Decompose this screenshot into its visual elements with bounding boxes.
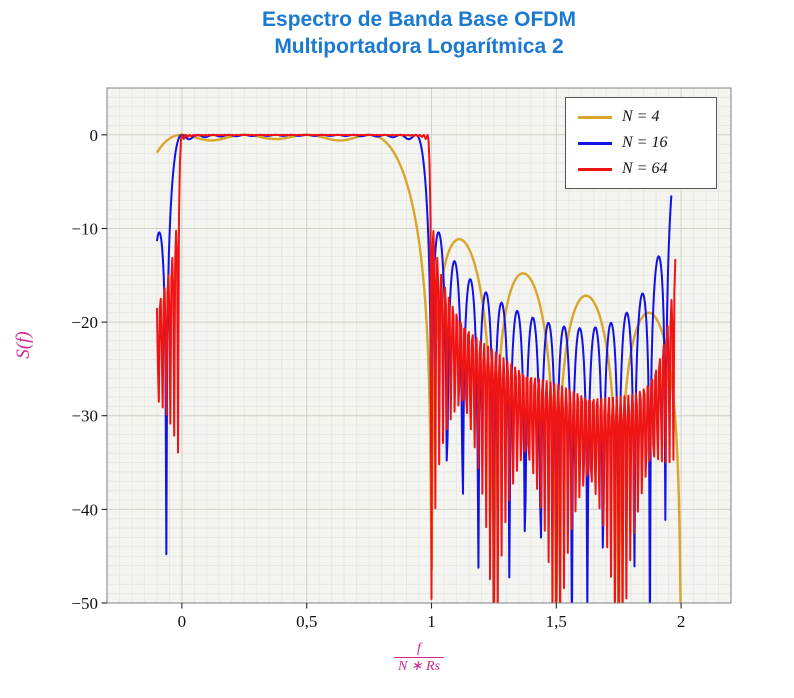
x-tick-label: 0,5	[296, 612, 317, 631]
x-axis-label-denominator: N ∗ Rs	[397, 659, 441, 674]
y-axis-label: S(f)	[13, 331, 34, 359]
y-tick-label: 0	[90, 126, 99, 145]
y-tick-label: −20	[71, 313, 98, 332]
x-tick-label: 1	[427, 612, 436, 631]
chart-title: Espectro de Banda Base OFDM Multiportado…	[44, 6, 794, 60]
x-axis-label-numerator: f	[417, 641, 421, 656]
axis-frame	[106, 87, 732, 604]
legend-label-n4: N = 4	[622, 108, 660, 125]
y-tick-label: −50	[71, 594, 98, 613]
x-axis-label: f N ∗ Rs	[394, 641, 444, 674]
legend-label-n64: N = 64	[622, 160, 668, 177]
legend-item-n16: N = 16	[566, 130, 716, 156]
series-curve-n64	[155, 133, 677, 603]
x-tick-label: 0	[178, 612, 187, 631]
y-tick-label: −30	[71, 407, 98, 426]
legend-item-n64: N = 64	[566, 156, 716, 182]
chart-title-line-1: Espectro de Banda Base OFDM	[262, 8, 576, 31]
legend-line-sample-n64	[578, 167, 612, 171]
legend-label-n16: N = 16	[622, 134, 668, 151]
y-tick-label: −40	[71, 500, 98, 519]
fraction-bar	[394, 657, 444, 658]
legend: N = 4 N = 16 N = 64	[565, 97, 717, 189]
y-tick-label: −10	[71, 220, 98, 239]
legend-item-n4: N = 4	[566, 104, 716, 130]
legend-line-sample-n4	[578, 115, 612, 119]
legend-line-sample-n16	[578, 141, 612, 145]
x-tick-label: 2	[677, 612, 686, 631]
chart-title-line-2: Multiportadora Logarítmica 2	[274, 35, 564, 58]
x-tick-label: 1,5	[546, 612, 567, 631]
